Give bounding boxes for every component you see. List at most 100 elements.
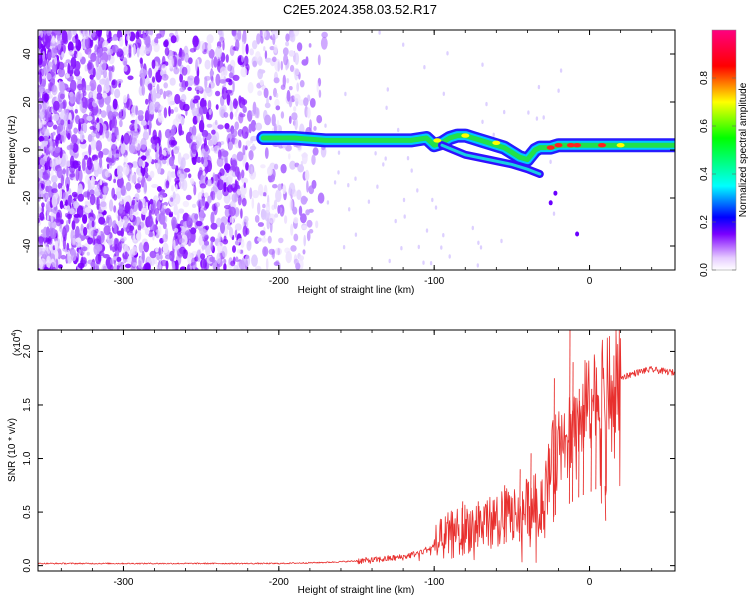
spectrogram-cell [128, 44, 132, 58]
spectrogram-cell [80, 130, 84, 143]
spectrogram-cell [305, 56, 309, 65]
spectrogram-cell [215, 46, 223, 59]
spectrogram-cell [227, 171, 234, 183]
colorbar-tick-label: 0.2 [699, 215, 710, 229]
spectrogram-cell [552, 211, 556, 216]
spectrogram-y-tick-label: -20 [22, 190, 33, 205]
spectrogram-cell [202, 170, 206, 176]
spectrogram-cell [77, 183, 83, 194]
spectrogram-cell [191, 257, 196, 266]
spectrogram-cell [306, 180, 309, 193]
spectrogram-cell [277, 61, 280, 72]
spectrogram-cell [210, 222, 218, 230]
spectrogram-cell [168, 156, 175, 167]
spectrogram-cell [149, 101, 155, 115]
spectrogram-cell [66, 183, 70, 192]
spectrogram-cell [277, 183, 283, 191]
spectrogram-cell [318, 89, 322, 99]
spectrogram-cell [220, 175, 227, 180]
spectrogram-cell [211, 129, 216, 135]
spectrogram-cell [240, 208, 243, 219]
spectrogram-cell [142, 33, 146, 41]
spectrogram-cell [180, 49, 185, 62]
snr-spike [477, 501, 479, 547]
spectrogram-cell [434, 205, 438, 210]
spectrogram-cell [159, 192, 167, 198]
spectrogram-cell [241, 32, 247, 45]
spectrogram-cell [155, 92, 161, 99]
spectrogram-cell [241, 177, 249, 184]
spectrogram-cell [225, 78, 232, 83]
spectrogram-cell [406, 156, 410, 161]
spectrogram-cell [385, 105, 388, 111]
spectrogram-cell [76, 205, 84, 218]
spectrogram-cell [120, 143, 126, 155]
spectrogram-cell [282, 184, 287, 195]
colorbar-tick-label: 0.6 [699, 119, 710, 133]
colorbar-ticks: 0.0 0.2 0.4 0.6 0.8 [699, 71, 736, 277]
spectrogram-cell [198, 235, 203, 246]
spectrogram-cell [170, 35, 177, 44]
spectrogram-cell [120, 185, 126, 196]
spectrogram-cell [440, 245, 443, 250]
spectrogram-cell [226, 222, 231, 231]
spectrogram-cell [214, 119, 218, 126]
spectrogram-cell [73, 201, 79, 209]
spectrogram-cell [200, 253, 206, 260]
colorbar-frame [711, 29, 737, 271]
spectrogram-cell [39, 71, 42, 85]
spectrogram-cell [229, 45, 235, 57]
spectrogram-cell [187, 86, 192, 91]
spectrogram-cell [92, 89, 97, 100]
spectrogram-cell [115, 208, 119, 219]
spectrogram-cell [204, 59, 211, 70]
spectrogram-cell [195, 85, 203, 92]
spectrogram-cell [191, 203, 197, 208]
spectrogram-cell [92, 236, 96, 246]
spectrogram-cell [260, 164, 266, 169]
spectrogram-cell [230, 260, 236, 267]
spectrogram-cell [55, 214, 62, 227]
spectrogram-cell [302, 197, 308, 203]
spectrogram-cell [137, 257, 143, 269]
spectrogram-cell [402, 197, 406, 203]
spectrogram-cell [201, 189, 205, 197]
snr-x-tick-label: -300 [113, 577, 133, 588]
spectrogram-cell [302, 249, 306, 255]
spectrogram-cell [148, 67, 153, 79]
spectrogram-cell [64, 160, 72, 167]
spectrogram-cell [204, 240, 210, 246]
spectrogram-cell [172, 146, 180, 155]
spectrogram-cell [118, 111, 123, 119]
snr-spike [595, 381, 597, 490]
spectrogram-cell [92, 154, 99, 161]
spectrogram-cell [59, 90, 66, 100]
spectrogram-cell [81, 158, 86, 172]
spectrogram-cell [241, 99, 248, 105]
spectrogram-cell [38, 169, 43, 179]
spectrogram-cell [108, 150, 113, 160]
spectrogram-cell [224, 207, 231, 218]
spectrogram-cell [226, 127, 231, 133]
spectrogram-cell [89, 37, 93, 47]
spectrogram-cell [111, 36, 119, 41]
spectrogram-cell [111, 118, 116, 127]
spectrogram-cell [354, 232, 358, 237]
trace-peak [492, 140, 501, 145]
spectrogram-cell [160, 259, 168, 267]
spectrogram-cell [217, 149, 222, 160]
spectrogram-cell [217, 232, 222, 243]
spectrogram-cell [87, 179, 91, 192]
spectrogram-cell [89, 74, 94, 80]
spectrogram-cell [148, 231, 154, 238]
spectrogram-cell [122, 215, 129, 228]
spectrogram-cell [155, 151, 159, 161]
spectrogram-cell [101, 264, 108, 270]
spectrogram-cell [90, 261, 96, 268]
trace-peak [616, 143, 625, 148]
spectrogram-cell [219, 168, 225, 177]
spectrogram-cell [147, 83, 153, 91]
spectrogram-cell [89, 92, 92, 98]
spectrogram-cell [285, 251, 292, 264]
